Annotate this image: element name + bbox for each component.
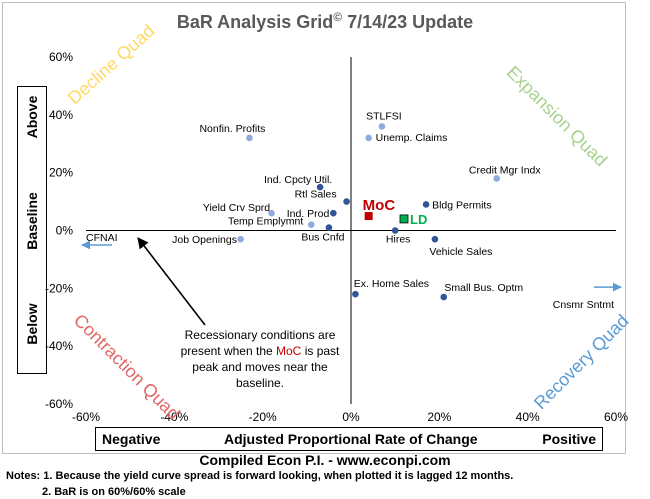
chart-frame xyxy=(2,2,626,454)
data-point xyxy=(268,209,275,217)
point-label: Vehicle Sales xyxy=(429,246,492,258)
x-label-middle: Adjusted Proportional Rate of Change xyxy=(224,431,478,447)
y-label-above: Above xyxy=(24,95,40,139)
point-label: STLFSI xyxy=(366,110,402,122)
moc-marker xyxy=(364,212,373,221)
y-tick-label: 0% xyxy=(56,224,74,238)
data-point xyxy=(325,224,333,231)
y-tick-label: 60% xyxy=(49,50,73,64)
point-label: Ex. Home Sales xyxy=(354,278,429,290)
offscale-label: CFNAI xyxy=(86,232,118,244)
point-label: Ind. Prod xyxy=(287,208,330,220)
x-tick-label: -20% xyxy=(249,410,277,424)
x-tick-label: -40% xyxy=(160,410,188,424)
point-label: Hires xyxy=(386,234,411,246)
ld-marker xyxy=(399,214,409,224)
data-point xyxy=(343,198,350,205)
x-tick-label: 40% xyxy=(516,410,540,424)
x-tick-label: 60% xyxy=(604,410,628,424)
data-point xyxy=(431,235,439,243)
moc-label: MoC xyxy=(363,197,396,214)
data-point xyxy=(422,201,430,208)
y-tick-label: -60% xyxy=(45,397,73,411)
data-point xyxy=(391,227,399,234)
data-point xyxy=(330,209,337,217)
point-label: Ind. Cpcty Util. xyxy=(264,174,332,186)
data-point xyxy=(352,290,359,298)
x-tick-label: -60% xyxy=(72,410,100,424)
note-1: Notes: 1. Because the yield curve spread… xyxy=(6,470,514,482)
y-label-baseline: Baseline xyxy=(24,192,40,250)
y-tick-label: 40% xyxy=(49,108,73,122)
data-point xyxy=(493,175,501,182)
point-label: Credit Mgr Indx xyxy=(469,164,542,176)
recession-annotation: Recessionary conditions are present when… xyxy=(180,328,340,390)
point-label: Bldg Permits xyxy=(432,199,492,211)
x-label-positive: Positive xyxy=(542,431,596,447)
data-point xyxy=(365,134,372,142)
data-point xyxy=(246,134,253,142)
point-label: Job Openings xyxy=(172,234,237,246)
point-label: Temp Emplymnt xyxy=(228,216,303,228)
y-label-below: Below xyxy=(24,303,40,345)
x-tick-label: 0% xyxy=(342,410,360,424)
point-label: Rtl Sales xyxy=(295,189,337,201)
y-tick-label: 20% xyxy=(49,166,73,180)
chart-title: BaR Analysis Grid© 7/14/23 Update xyxy=(176,10,474,32)
note-2: 2. BaR is on 60%/60% scale xyxy=(42,486,186,498)
data-point xyxy=(316,183,324,191)
point-label: Small Bus. Optm xyxy=(444,282,523,294)
point-label: Yield Crv Sprd xyxy=(203,202,270,214)
data-point xyxy=(440,293,448,301)
point-label: Bus Cnfd xyxy=(301,232,344,244)
compiled-by: Compiled Econ P.I. - www.econpi.com xyxy=(199,452,451,468)
point-label: Nonfin. Profits xyxy=(199,123,265,135)
y-tick-label: -20% xyxy=(45,281,73,295)
ld-label: LD xyxy=(410,212,427,227)
data-point xyxy=(237,235,244,243)
x-label-negative: Negative xyxy=(102,431,161,447)
annotation-arrow xyxy=(137,237,206,326)
y-axis-box: Above Baseline Below xyxy=(17,86,47,374)
y-tick-label: -40% xyxy=(45,339,73,353)
x-axis-box: Negative Adjusted Proportional Rate of C… xyxy=(95,427,603,451)
x-tick-label: 20% xyxy=(427,410,451,424)
offscale-label: Cnsmr Sntmt xyxy=(553,299,614,311)
data-point xyxy=(307,221,315,229)
data-point xyxy=(378,123,386,130)
point-label: Unemp. Claims xyxy=(376,132,448,144)
